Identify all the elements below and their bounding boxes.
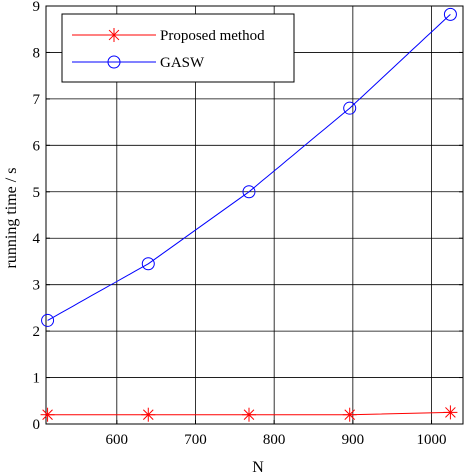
data-point-star xyxy=(342,407,357,422)
star-stroke xyxy=(243,409,255,421)
data-point-circle xyxy=(242,185,256,199)
data-point-circle xyxy=(343,101,357,115)
series-gasw xyxy=(41,7,457,327)
y-tick-label: 2 xyxy=(33,324,41,340)
data-point-star xyxy=(241,407,256,422)
y-tick-label: 6 xyxy=(33,138,41,154)
x-tick-label: 900 xyxy=(342,432,365,448)
data-point-star xyxy=(141,407,156,422)
star-stroke xyxy=(42,409,53,421)
y-tick-label: 8 xyxy=(33,45,41,61)
legend-star-marker xyxy=(107,28,121,42)
y-tick-label: 5 xyxy=(33,185,41,201)
legend-entry-proposed: Proposed method xyxy=(72,28,265,44)
legend-label-gasw: GASW xyxy=(160,55,205,71)
legend: Proposed method GASW xyxy=(61,13,295,83)
legend-box xyxy=(61,13,295,83)
star-stroke xyxy=(142,409,154,421)
plot-frame xyxy=(45,5,464,425)
y-axis-label: running time / s xyxy=(3,168,20,269)
x-tick-label: 1000 xyxy=(417,432,447,448)
x-tick-label: 600 xyxy=(106,432,129,448)
y-tick-label: 3 xyxy=(33,278,41,294)
star-stroke xyxy=(445,407,456,418)
star-stroke xyxy=(108,29,120,41)
data-point-circle xyxy=(141,257,155,271)
data-point-star xyxy=(443,405,458,420)
series-line xyxy=(47,14,451,321)
legend-label-proposed: Proposed method xyxy=(160,28,265,44)
star-stroke xyxy=(344,409,356,421)
data-point-star xyxy=(40,407,55,422)
data-point-circle xyxy=(41,313,55,327)
legend-entry-gasw: GASW xyxy=(72,55,205,71)
series-proposed-method xyxy=(40,405,458,422)
x-tick-label: 700 xyxy=(184,432,207,448)
data-point-circle xyxy=(443,7,457,21)
y-tick-label: 1 xyxy=(33,371,41,387)
legend-star xyxy=(107,28,121,42)
x-axis-label: N xyxy=(252,459,264,474)
y-tick-label: 4 xyxy=(33,231,41,247)
y-tick-label: 9 xyxy=(33,0,41,15)
legend-circle-marker xyxy=(107,55,121,69)
y-tick-label: 7 xyxy=(33,92,41,108)
series-layer xyxy=(40,7,458,422)
y-tick-label: 0 xyxy=(33,417,41,433)
x-tick-label: 800 xyxy=(263,432,286,448)
axis-ticks: 600 700 800 900 1000 0 1 2 3 4 5 6 7 8 9 xyxy=(33,0,463,448)
